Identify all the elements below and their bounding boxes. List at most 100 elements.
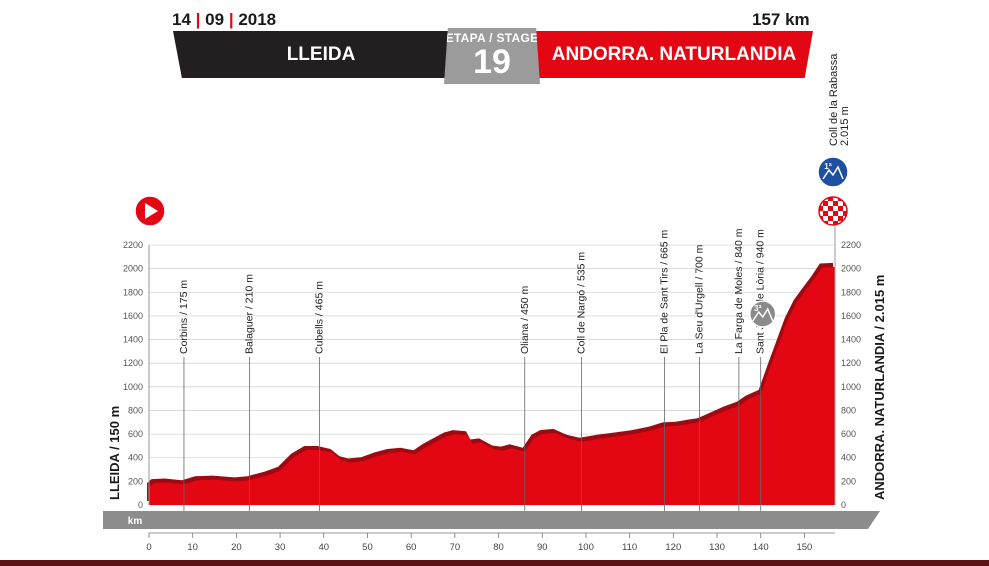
checker-square xyxy=(843,206,847,211)
y-tick-label-right: 1200 xyxy=(841,358,861,368)
stage-distance: 157 km xyxy=(752,10,810,29)
x-tick-label: 150 xyxy=(796,542,812,553)
profile-area xyxy=(147,262,835,505)
checker-square xyxy=(833,201,838,206)
y-tick-label-left: 1200 xyxy=(123,358,143,368)
start-city-banner: LLEIDA xyxy=(173,31,469,78)
town-label: Corbins / 175 m xyxy=(178,280,190,354)
checker-square xyxy=(833,211,838,216)
y-tick-label-right: 0 xyxy=(841,500,846,510)
town-markers: Corbins / 175 m8Balaguer / 210 m23Cubell… xyxy=(178,53,851,527)
play-icon xyxy=(145,203,158,219)
checker-square xyxy=(823,206,828,211)
town-label: Balaguer / 210 m xyxy=(243,274,255,354)
x-tick-label: 140 xyxy=(753,542,769,553)
y-tick-label-right: 800 xyxy=(841,405,856,415)
finish-icon-ring xyxy=(818,196,848,226)
y-tick-label-left: 0 xyxy=(138,500,143,510)
x-tick-label: 60 xyxy=(406,542,417,553)
checker-square xyxy=(823,216,828,221)
climb-icon-circle xyxy=(748,300,777,328)
y-tick-label-left: 800 xyxy=(128,405,143,415)
checker-square xyxy=(843,211,847,216)
y-tick-label-left: 1400 xyxy=(123,335,143,345)
date-day: 14 xyxy=(172,10,191,29)
start-city: LLEIDA xyxy=(286,44,356,65)
checker-square xyxy=(819,211,823,216)
checker-square xyxy=(823,201,828,206)
checker-square xyxy=(838,201,843,206)
y-tick-label-left: 400 xyxy=(128,453,143,463)
date-year: 2018 xyxy=(238,10,277,29)
checker-square xyxy=(833,197,838,201)
x-tick-label: 0 xyxy=(146,542,151,553)
bottom-border xyxy=(0,560,989,566)
checker-square xyxy=(819,206,823,211)
checker-square xyxy=(828,221,833,225)
y-tick-label-left: 200 xyxy=(128,476,143,486)
y-tick-label-right: 1600 xyxy=(841,311,861,321)
x-tick-label: 40 xyxy=(318,542,329,553)
checker-square xyxy=(828,211,833,216)
km-strip-label: km xyxy=(128,516,143,527)
x-tick-label: 50 xyxy=(362,542,373,553)
climb-icon-circle xyxy=(817,156,849,188)
x-tick-label: 120 xyxy=(665,542,681,553)
stage-date: 14 | 09 | 2018 xyxy=(172,10,276,30)
checker-square xyxy=(838,206,843,211)
y-tick-label-right: 1400 xyxy=(841,335,861,345)
stage-number-box: ETAPA / STAGE 19 xyxy=(444,28,540,84)
date-month: 09 xyxy=(205,10,225,29)
checker-square xyxy=(838,211,843,216)
x-tick-label: 110 xyxy=(622,542,637,553)
checker-square xyxy=(828,216,833,221)
y-tick-label-right: 200 xyxy=(841,476,856,486)
checker-square xyxy=(838,216,843,221)
profile-area xyxy=(149,266,835,505)
checker-square xyxy=(843,197,847,201)
checker-square xyxy=(833,206,838,211)
town-label: La Seu d'Urgell / 700 m xyxy=(694,244,706,354)
cat1-climb-icon: 1ª xyxy=(817,156,849,188)
y-tick-label-right: 1000 xyxy=(841,382,861,392)
checker-square xyxy=(833,216,838,221)
y-tick-label-left: 600 xyxy=(128,429,143,439)
y-tick-label-left: 1800 xyxy=(123,287,143,297)
climb-category: 1ª xyxy=(824,162,831,171)
checkered-flag-icon xyxy=(819,197,847,225)
y-tick-label-right: 2000 xyxy=(841,264,861,274)
checker-square xyxy=(819,221,823,225)
finish-label: ANDORRA. NATURLANDIA / 2.015 m xyxy=(872,275,887,500)
y-tick-label-right: 400 xyxy=(841,453,856,463)
summit-altitude: 2.015 m xyxy=(839,106,851,146)
x-tick-label: 30 xyxy=(275,542,286,553)
finish-city: ANDORRA. NATURLANDIA xyxy=(551,44,797,65)
checker-square xyxy=(828,201,833,206)
summit-name: Coll de la Rabassa xyxy=(828,53,840,146)
start-icon xyxy=(134,195,166,227)
y-tick-label-left: 1000 xyxy=(123,382,143,392)
y-tick-label-left: 1600 xyxy=(123,311,143,321)
y-tick-label-right: 2200 xyxy=(841,240,861,250)
checker-square xyxy=(843,221,847,225)
checker-square xyxy=(819,197,823,201)
y-tick-label-left: 2200 xyxy=(123,240,143,250)
checker-square xyxy=(833,221,838,225)
stage-label: ETAPA / STAGE xyxy=(445,31,539,45)
x-tick-label: 20 xyxy=(231,542,242,553)
y-tick-label-right: 600 xyxy=(841,429,856,439)
y-tick-label-right: 1800 xyxy=(841,287,861,297)
stage-number: 19 xyxy=(473,43,511,81)
x-tick-label: 90 xyxy=(537,542,548,553)
finish-icon xyxy=(818,196,848,226)
checker-square xyxy=(823,211,828,216)
x-tick-label: 80 xyxy=(493,542,504,553)
town-label: Sant Julià de Lòria / 940 m xyxy=(755,229,767,354)
checker-square xyxy=(828,206,833,211)
date-separator: | xyxy=(228,10,234,29)
town-label: Cubells / 465 m xyxy=(313,281,325,354)
y-tick-label-left: 2000 xyxy=(123,264,143,274)
checker-square xyxy=(828,197,833,201)
